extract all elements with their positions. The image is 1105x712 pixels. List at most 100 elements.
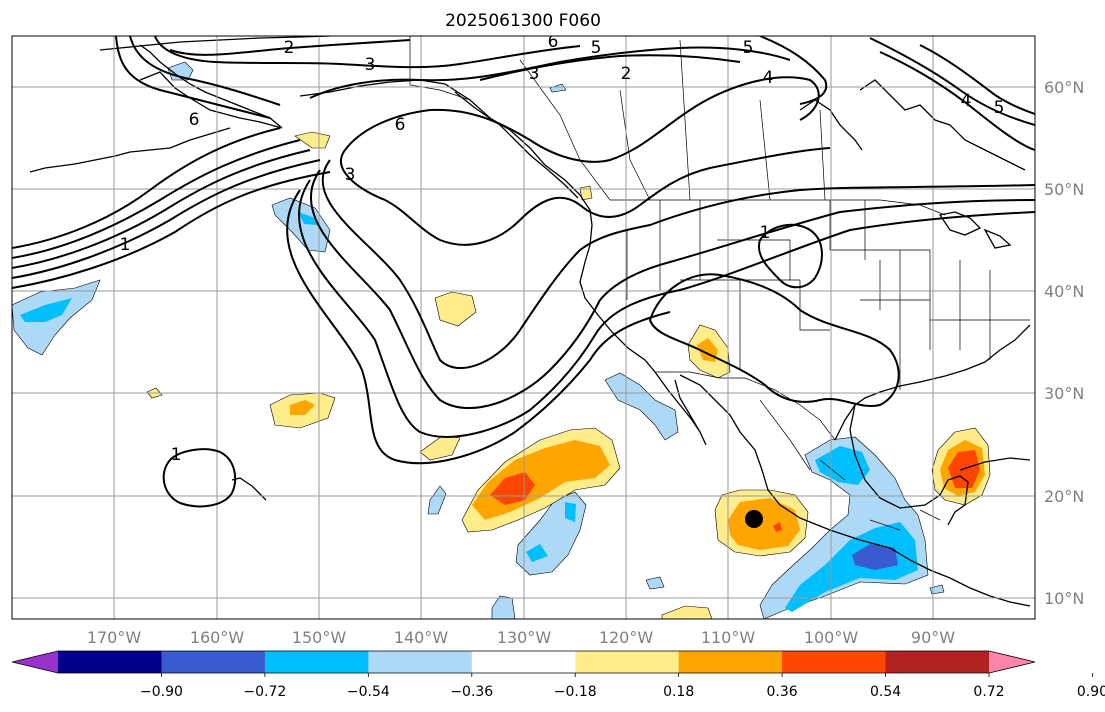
anomaly-cool-core <box>815 446 870 485</box>
anomaly-cool-core <box>20 298 72 322</box>
coastline-bc <box>454 91 579 199</box>
coastline-hawaii <box>231 477 267 501</box>
colorbar-tick-label: 0.36 <box>767 684 798 700</box>
map-frame <box>11 35 1036 620</box>
contour-line <box>169 39 411 56</box>
contour-line <box>648 273 900 407</box>
colorbar-bin <box>678 651 783 673</box>
contour-label: 1 <box>120 235 131 255</box>
anomaly-cool-deep <box>852 544 898 570</box>
contour-line <box>12 149 311 269</box>
coastline-mexico-west <box>679 374 911 561</box>
colorbar-bin <box>58 651 162 673</box>
longitude-labels: 170°W 160°W 150°W 140°W 130°W 120°W 110°… <box>87 628 955 647</box>
lon-label: 170°W <box>87 628 142 647</box>
contour-label: 6 <box>189 110 200 130</box>
lon-label: 100°W <box>804 628 859 647</box>
contour-label: 5 <box>591 38 602 58</box>
border-us-mexico <box>655 371 836 441</box>
colorbar-extend-low <box>12 651 58 673</box>
colorbar-bin <box>161 651 266 673</box>
colorbar-extend-high <box>989 651 1035 673</box>
gridlines <box>12 36 1035 619</box>
contour-label: 4 <box>763 68 774 88</box>
coastline-aleutians <box>29 127 231 173</box>
contour-line <box>12 159 321 279</box>
contour-line <box>309 46 791 99</box>
contour-label: 2 <box>284 38 295 58</box>
contour-labels: 2 3 6 5 5 4 3 2 6 6 5 4 3 1 1 1 <box>120 36 1005 465</box>
lon-label: 130°W <box>497 628 552 647</box>
contour-line <box>12 171 331 289</box>
colorbar: −0.90 −0.72 −0.54 −0.36 −0.18 0.18 0.36 0.54 0.7… <box>11 650 1105 700</box>
lon-label: 120°W <box>599 628 654 647</box>
anomaly-warm-core <box>290 400 315 415</box>
anomaly-cool-core <box>565 502 576 522</box>
coastlines <box>29 36 1031 607</box>
border-mexico-states <box>759 399 941 531</box>
anomaly-warm-region <box>419 435 461 461</box>
colorbar-tick-label: −0.72 <box>243 684 286 700</box>
contour-line <box>12 127 281 249</box>
anomaly-cool-region <box>549 83 567 93</box>
anomaly-cool-core <box>298 212 318 225</box>
contour-line <box>479 54 741 81</box>
lat-label: 60°N <box>1044 78 1084 97</box>
anomaly-warm-region <box>434 291 477 327</box>
contour-line <box>759 36 828 105</box>
contour-label: 5 <box>743 38 754 58</box>
map-title: 2025061300 F060 <box>445 11 601 31</box>
contours <box>12 36 1035 508</box>
colorbar-tick-label: 0.90 <box>1077 684 1105 700</box>
contour-label: 1 <box>171 445 182 465</box>
colorbar-tick-label: 0.72 <box>973 684 1004 700</box>
contour-label: 4 <box>961 91 972 111</box>
anomaly-warm-region <box>661 605 713 619</box>
contour-label: 3 <box>345 165 356 185</box>
lon-label: 90°W <box>911 628 955 647</box>
anomaly-cool-region <box>427 485 447 515</box>
anomaly-cool-core <box>785 522 918 612</box>
coastline-cuba <box>959 457 1031 471</box>
anomaly-warm-peak <box>773 522 782 532</box>
contour-line <box>12 139 301 259</box>
map-panel: 2 3 6 5 5 4 3 2 6 6 5 4 3 1 1 1 <box>12 36 1035 619</box>
contour-line <box>162 448 237 508</box>
coastline-hudson <box>799 99 863 151</box>
anomaly-cool-region <box>604 372 679 441</box>
contour-label: 5 <box>994 98 1005 118</box>
colorbar-tick-label: −0.90 <box>140 684 183 700</box>
contour-line <box>309 169 1035 409</box>
colorbar-bin <box>885 651 990 673</box>
contour-line <box>879 51 1035 151</box>
lat-label: 40°N <box>1044 282 1084 301</box>
coastline-us-west <box>579 224 656 373</box>
contour-label: 3 <box>365 55 376 75</box>
contour-line <box>757 223 823 289</box>
lat-label: 50°N <box>1044 180 1084 199</box>
contour-line <box>321 159 1035 370</box>
coastline-central-america <box>909 559 1031 607</box>
anomaly-warm-region <box>294 131 331 149</box>
lon-label: 140°W <box>394 628 449 647</box>
lon-label: 150°W <box>292 628 347 647</box>
lat-label: 10°N <box>1044 589 1084 608</box>
location-marker <box>745 510 763 528</box>
colorbar-bin <box>575 651 680 673</box>
anomaly-cool-region <box>271 197 331 253</box>
contour-line <box>286 189 671 465</box>
contour-line <box>154 36 581 69</box>
colorbar-tick-label: −0.36 <box>450 684 493 700</box>
lat-label: 30°N <box>1044 384 1084 403</box>
colorbar-bin <box>264 651 369 673</box>
contour-line <box>344 76 820 163</box>
colorbar-tick-label: 0.54 <box>870 684 901 700</box>
contour-line <box>298 179 1035 438</box>
contour-line <box>919 44 1035 115</box>
coastline-baja <box>654 371 707 446</box>
contour-line <box>340 147 831 246</box>
colorbar-tick-label: −0.18 <box>554 684 597 700</box>
contour-label: 3 <box>529 64 540 84</box>
border-canada-provinces <box>519 39 826 201</box>
